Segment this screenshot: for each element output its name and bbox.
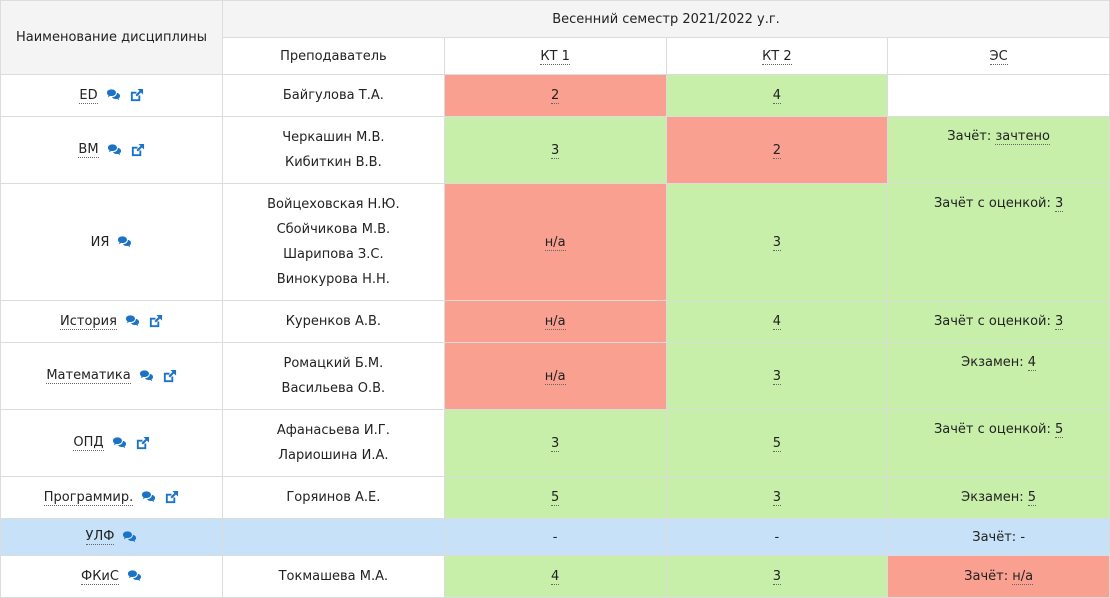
subject-link[interactable]: УЛФ xyxy=(85,529,115,545)
teacher-cell: Афанасьева И.Г. Лариошина И.А. xyxy=(222,409,445,477)
kt2-cell: 3 xyxy=(665,476,889,519)
kt1-column-header[interactable]: КТ 1 xyxy=(443,37,667,75)
es-cell: Зачёт с оценкой: 3 xyxy=(887,300,1110,343)
external-link-icon[interactable] xyxy=(164,490,179,505)
subject-link[interactable]: ВМ xyxy=(78,142,99,158)
subject-link[interactable]: ОПД xyxy=(73,435,104,451)
kt1-cell: 3 xyxy=(443,116,667,184)
semester-header: Весенний семестр 2021/2022 у.г. xyxy=(222,0,1110,38)
kt2-cell: 3 xyxy=(665,555,889,598)
table-row: Математика Ромацкий Б.М. Васильева О.В. … xyxy=(0,342,1110,410)
comments-icon[interactable] xyxy=(141,490,156,505)
subject-cell: ОПД xyxy=(0,409,223,477)
table-row: ВМ Черкашин М.В. Кибиткин В.В. 3 2 Зачёт… xyxy=(0,116,1110,184)
subject-cell: Программир. xyxy=(0,476,223,519)
kt2-cell: - xyxy=(665,518,889,556)
subject-link[interactable]: ФКиС xyxy=(81,568,119,585)
subject-cell: История xyxy=(0,300,223,343)
comments-icon[interactable] xyxy=(139,369,154,384)
comments-icon[interactable] xyxy=(107,143,122,158)
teacher-cell: Байгулова Т.А. xyxy=(222,74,445,117)
subject-link[interactable]: Программир. xyxy=(43,489,134,506)
table-row: ОПД Афанасьева И.Г. Лариошина И.А. 3 5 З… xyxy=(0,409,1110,477)
comments-icon[interactable] xyxy=(106,88,121,103)
table-row: История Куренков А.В. н/а 4 Зачёт с оцен… xyxy=(0,300,1110,343)
comments-icon[interactable] xyxy=(117,235,132,250)
kt2-cell: 3 xyxy=(665,183,889,301)
subject-link[interactable]: ИЯ xyxy=(90,234,110,250)
external-link-icon[interactable] xyxy=(162,369,177,384)
subject-cell: УЛФ xyxy=(0,518,223,556)
comments-icon[interactable] xyxy=(122,530,137,545)
es-cell: Зачёт с оценкой: 3 xyxy=(887,183,1110,301)
kt2-cell: 4 xyxy=(665,300,889,343)
comments-icon[interactable] xyxy=(112,436,127,451)
external-link-icon[interactable] xyxy=(130,143,145,158)
kt2-cell: 3 xyxy=(665,342,889,410)
kt1-cell: н/а xyxy=(443,300,667,343)
teacher-cell: Горяинов А.Е. xyxy=(222,476,445,519)
teacher-column-header: Преподаватель xyxy=(222,37,445,75)
kt2-cell: 2 xyxy=(665,116,889,184)
teacher-cell: Черкашин М.В. Кибиткин В.В. xyxy=(222,116,445,184)
table-row: УЛФ - - Зачёт: - xyxy=(0,518,1110,556)
es-cell: Экзамен: 4 xyxy=(887,342,1110,410)
table-row: ФКиС Токмашева М.А. 4 3 Зачёт: н/а xyxy=(0,555,1110,598)
teacher-cell: Ромацкий Б.М. Васильева О.В. xyxy=(222,342,445,410)
subject-cell: ФКиС xyxy=(0,555,223,598)
kt1-cell: 2 xyxy=(443,74,667,117)
subject-cell: ED xyxy=(0,74,223,117)
external-link-icon[interactable] xyxy=(148,314,163,329)
es-cell: Зачёт с оценкой: 5 xyxy=(887,409,1110,477)
kt1-cell: 5 xyxy=(443,476,667,519)
table-row: ED Байгулова Т.А. 2 4 xyxy=(0,74,1110,117)
subject-cell: Математика xyxy=(0,342,223,410)
kt1-cell: 3 xyxy=(443,409,667,477)
external-link-icon[interactable] xyxy=(135,436,150,451)
subject-link[interactable]: Математика xyxy=(46,368,131,384)
kt1-cell: н/а xyxy=(443,183,667,301)
subject-link[interactable]: ED xyxy=(79,87,98,104)
kt1-cell: н/а xyxy=(443,342,667,410)
teacher-cell: Войцеховская Н.Ю. Сбойчикова М.В. Шарипо… xyxy=(222,183,445,301)
es-cell: Зачёт: зачтено xyxy=(887,116,1110,184)
table-row: ИЯ Войцеховская Н.Ю. Сбойчикова М.В. Шар… xyxy=(0,183,1110,301)
subject-link[interactable]: История xyxy=(60,313,117,330)
subject-column-header: Наименование дисциплины xyxy=(0,0,223,75)
kt1-cell: - xyxy=(443,518,667,556)
kt2-cell: 4 xyxy=(665,74,889,117)
kt2-column-header[interactable]: КТ 2 xyxy=(665,37,889,75)
es-cell: Экзамен: 5 xyxy=(887,476,1110,519)
table-row: Программир. Горяинов А.Е. 5 3 Экзамен: 5 xyxy=(0,476,1110,519)
es-cell: Зачёт: - xyxy=(887,518,1110,556)
kt2-cell: 5 xyxy=(665,409,889,477)
teacher-cell: Токмашева М.А. xyxy=(222,555,445,598)
es-column-header[interactable]: ЭС xyxy=(887,37,1110,75)
es-cell: Зачёт: н/а xyxy=(887,555,1110,598)
comments-icon[interactable] xyxy=(125,314,140,329)
teacher-cell xyxy=(222,518,445,556)
kt1-cell: 4 xyxy=(443,555,667,598)
es-cell xyxy=(887,74,1110,117)
subject-cell: ИЯ xyxy=(0,183,223,301)
subject-cell: ВМ xyxy=(0,116,223,184)
teacher-cell: Куренков А.В. xyxy=(222,300,445,343)
external-link-icon[interactable] xyxy=(129,88,144,103)
comments-icon[interactable] xyxy=(127,569,142,584)
